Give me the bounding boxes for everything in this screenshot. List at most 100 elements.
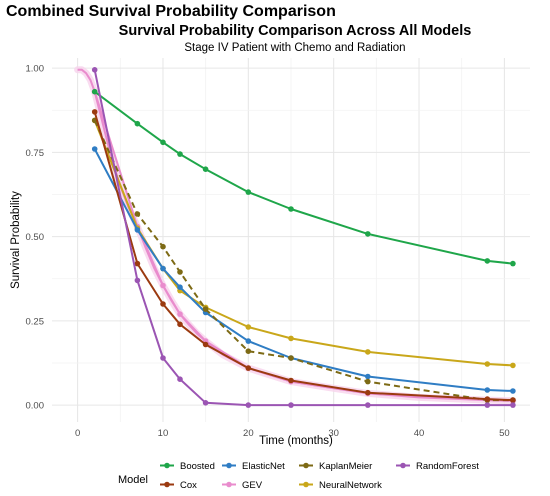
data-point-randomforest	[484, 402, 491, 408]
data-point-elasticnet	[510, 388, 516, 394]
data-point-boosted	[134, 120, 141, 127]
legend-key-point	[303, 462, 309, 469]
data-point-boosted	[510, 260, 516, 267]
data-point-randomforest	[245, 402, 252, 408]
data-point-randomforest	[91, 67, 98, 73]
data-point-neuralnetwork	[510, 362, 516, 369]
data-point-boosted	[245, 189, 252, 195]
page-title: Combined Survival Probability Comparison	[6, 3, 336, 20]
legend-item-cox: Cox	[160, 480, 197, 491]
data-point-boosted	[91, 88, 98, 95]
data-point-randomforest	[177, 376, 183, 383]
legend-item-elasticnet: ElasticNet	[222, 461, 285, 472]
legend-title: Model	[118, 474, 148, 486]
chart-title: Survival Probability Comparison Across A…	[118, 23, 472, 39]
x-axis-label: Time (months)	[259, 435, 333, 447]
legend-label: Boosted	[180, 461, 215, 472]
data-point-cox	[177, 321, 183, 328]
legend-label: NeuralNetwork	[319, 480, 382, 491]
data-point-cox	[510, 397, 516, 403]
data-point-boosted	[365, 231, 371, 237]
data-point-boosted	[484, 258, 491, 264]
chart-subtitle: Stage IV Patient with Chemo and Radiatio…	[184, 42, 406, 54]
data-point-cox	[134, 260, 141, 267]
data-point-elasticnet	[245, 338, 252, 344]
data-point-kaplanmeier	[134, 211, 141, 217]
legend-label: KaplanMeier	[319, 461, 372, 472]
data-point-randomforest	[365, 402, 371, 408]
y-axis-label: Survival Probability	[10, 191, 22, 289]
legend-key-point	[303, 481, 309, 488]
series-randomforest	[91, 67, 516, 408]
series-line-randomforest	[93, 69, 513, 407]
y-tick-label: 0.25	[26, 316, 45, 327]
data-point-cox	[288, 377, 294, 384]
series-line-boosted	[94, 90, 514, 265]
chart-legend: Model Boosted ElasticNet KaplanMeier RandomF…	[118, 461, 479, 491]
data-point-randomforest	[134, 277, 141, 284]
data-point-cox	[160, 301, 166, 307]
data-point-randomforest	[160, 355, 166, 361]
data-point-cox	[365, 389, 371, 396]
data-point-randomforest	[288, 402, 294, 408]
data-point-elasticnet	[91, 146, 98, 152]
series-line-elasticnet	[93, 148, 513, 392]
data-point-boosted	[288, 206, 294, 212]
legend-item-kaplanmeier: KaplanMeier	[299, 461, 372, 472]
data-point-elasticnet	[484, 387, 491, 393]
x-tick-label: 10	[158, 428, 169, 439]
data-point-neuralnetwork	[365, 349, 371, 355]
data-point-randomforest	[510, 402, 516, 408]
data-point-kaplanmeier	[160, 243, 166, 250]
legend-key-point	[226, 462, 232, 469]
series-line-kaplanmeier	[93, 119, 513, 402]
series-boosted	[91, 88, 516, 267]
data-point-cox	[91, 109, 98, 115]
data-point-neuralnetwork	[245, 324, 252, 330]
x-tick-label: 30	[328, 428, 339, 439]
legend-item-randomforest: RandomForest	[396, 461, 479, 472]
data-point-boosted	[177, 151, 183, 157]
legend-label: GEV	[242, 480, 263, 491]
y-tick-label: 1.00	[26, 64, 45, 75]
legend-item-gev: GEV	[222, 480, 263, 491]
series-line-neuralnetwork	[93, 120, 513, 367]
data-point-cox	[245, 365, 252, 371]
legend-label: Cox	[180, 480, 197, 491]
legend-item-neuralnetwork: NeuralNetwork	[299, 480, 382, 491]
data-point-elasticnet	[365, 373, 371, 380]
chart-axes: 0 10 20 30 40 50 0.00 0.25 0.50 0.75 1.00	[26, 64, 510, 439]
data-point-cox	[484, 396, 491, 402]
data-point-elasticnet	[160, 265, 166, 272]
series-neuralnetwork	[91, 117, 516, 369]
series-cox	[91, 109, 516, 403]
legend-key-point	[400, 462, 406, 469]
data-point-boosted	[202, 166, 209, 172]
chart-series	[91, 67, 516, 408]
y-tick-label: 0.75	[26, 148, 45, 159]
legend-item-boosted: Boosted	[160, 461, 215, 472]
y-tick-label: 0.50	[26, 232, 45, 243]
legend-label: ElasticNet	[242, 461, 285, 472]
x-tick-label: 0	[75, 428, 80, 439]
y-tick-label: 0.00	[26, 401, 45, 412]
x-tick-label: 40	[414, 428, 425, 439]
x-tick-label: 20	[243, 428, 254, 439]
data-point-gev	[160, 282, 166, 289]
data-point-elasticnet	[177, 284, 183, 291]
data-point-elasticnet	[134, 227, 141, 233]
legend-key-point	[226, 481, 232, 488]
series-line-cox	[93, 111, 513, 402]
data-point-kaplanmeier	[177, 269, 183, 275]
legend-key-point	[164, 462, 170, 469]
legend-label: RandomForest	[416, 461, 479, 472]
data-point-kaplanmeier	[288, 355, 294, 361]
data-point-neuralnetwork	[484, 361, 491, 367]
data-point-gev	[177, 311, 183, 317]
x-tick-label: 50	[499, 428, 510, 439]
data-point-kaplanmeier	[365, 378, 371, 385]
data-point-neuralnetwork	[288, 335, 294, 342]
legend-key-point	[164, 481, 170, 488]
data-point-kaplanmeier	[202, 306, 209, 312]
